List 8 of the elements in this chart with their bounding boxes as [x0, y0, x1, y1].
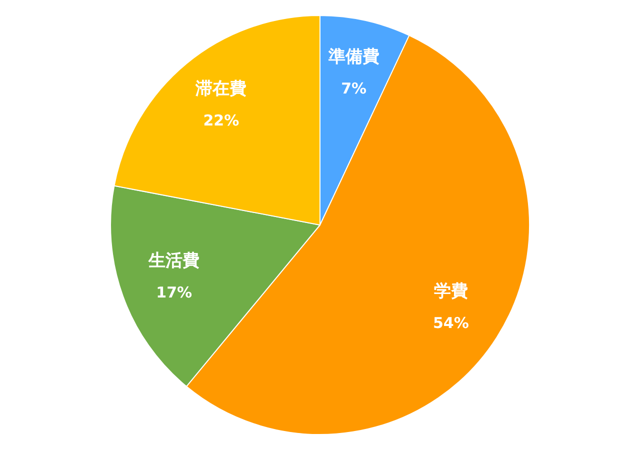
slice-label: 生活費	[148, 250, 200, 271]
data-label: 17%	[156, 283, 192, 302]
data-label: 54%	[432, 314, 469, 332]
data-label: 7%	[341, 80, 367, 98]
slice-label: 準備費	[327, 47, 380, 68]
slice-label: 学費	[434, 281, 468, 302]
slice-label: 滞在費	[194, 78, 247, 99]
data-label: 22%	[203, 111, 240, 130]
